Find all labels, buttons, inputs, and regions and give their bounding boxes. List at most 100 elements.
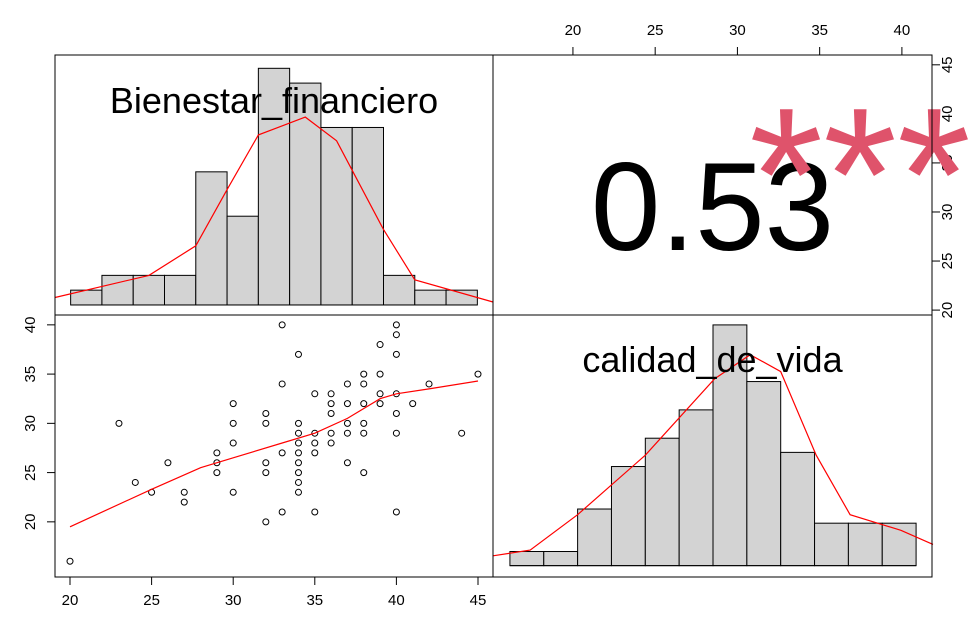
point	[360, 469, 368, 477]
x-tick-label: 40	[894, 22, 911, 39]
point	[458, 429, 466, 437]
point	[360, 419, 368, 427]
point	[311, 429, 319, 437]
point	[311, 439, 319, 447]
point	[425, 380, 433, 388]
point	[327, 439, 335, 447]
histogram-bar	[847, 522, 883, 567]
correlation-value: 0.53	[591, 138, 834, 277]
panel-frame	[492, 314, 933, 578]
x-tick-label: 45	[470, 592, 487, 609]
point	[392, 321, 400, 329]
point	[213, 469, 221, 477]
histogram-bar	[610, 466, 646, 567]
point	[409, 400, 417, 408]
histogram-bar	[445, 289, 478, 306]
point	[278, 449, 286, 457]
significance-stars: ***	[749, 69, 971, 281]
point	[262, 518, 270, 526]
point	[66, 557, 74, 565]
point	[294, 488, 302, 496]
y-tick-label: 25	[22, 464, 39, 481]
point	[376, 400, 384, 408]
variable-name: calidad_de_vida	[582, 339, 843, 380]
x-tick-label: 35	[306, 592, 323, 609]
point	[294, 439, 302, 447]
variable-name: Bienestar_financiero	[110, 80, 438, 121]
histogram-bar	[509, 551, 545, 567]
point	[294, 429, 302, 437]
x-tick-label: 25	[647, 22, 664, 39]
point	[294, 478, 302, 486]
point	[229, 400, 237, 408]
y-tick-label: 20	[939, 302, 956, 319]
point	[360, 400, 368, 408]
histogram-bar	[351, 126, 385, 306]
point	[213, 449, 221, 457]
smooth-fit	[69, 380, 479, 528]
x-tick-label: 30	[729, 22, 746, 39]
histogram-bar	[257, 67, 291, 306]
point	[376, 390, 384, 398]
point	[131, 478, 139, 486]
y-tick-label: 30	[22, 415, 39, 432]
histogram-bar	[164, 274, 197, 306]
point	[360, 370, 368, 378]
histogram-bar	[320, 126, 353, 306]
point	[262, 419, 270, 427]
point	[392, 429, 400, 437]
point	[294, 469, 302, 477]
histogram-bar	[644, 437, 680, 567]
point	[376, 370, 384, 378]
histogram-bar	[543, 551, 579, 567]
point	[262, 469, 270, 477]
histogram-bar	[132, 274, 165, 306]
y-tick-label: 30	[939, 204, 956, 221]
histogram-bar	[577, 508, 612, 567]
y-tick-label: 20	[22, 513, 39, 530]
point	[311, 508, 319, 516]
point	[278, 321, 286, 329]
point	[327, 429, 335, 437]
histogram-bar	[226, 215, 259, 306]
histogram-bar	[678, 409, 714, 567]
point	[278, 508, 286, 516]
x-tick-label: 35	[811, 22, 828, 39]
point	[343, 380, 351, 388]
point	[311, 449, 319, 457]
point	[360, 380, 368, 388]
point	[327, 390, 335, 398]
point	[376, 341, 384, 349]
point	[229, 439, 237, 447]
point	[294, 350, 302, 358]
point	[115, 419, 123, 427]
density-curve	[54, 116, 494, 303]
point	[343, 429, 351, 437]
histogram-bar	[195, 171, 228, 306]
point	[294, 449, 302, 457]
point	[294, 419, 302, 427]
x-tick-label: 30	[225, 592, 242, 609]
point	[343, 459, 351, 467]
point	[180, 498, 188, 506]
x-tick-label: 20	[62, 592, 79, 609]
x-tick-label: 25	[143, 592, 160, 609]
point	[229, 419, 237, 427]
y-tick-label: 35	[939, 155, 956, 172]
y-tick-label: 25	[939, 253, 956, 270]
point	[262, 459, 270, 467]
point	[164, 459, 172, 467]
point	[392, 331, 400, 339]
point	[229, 488, 237, 496]
histogram-bar	[746, 381, 782, 567]
density-curve	[492, 353, 934, 557]
histogram-bar	[414, 289, 447, 306]
y-tick-label: 40	[939, 106, 956, 123]
point	[343, 400, 351, 408]
histogram-bar	[814, 522, 849, 567]
point	[327, 409, 335, 417]
point	[180, 488, 188, 496]
point	[213, 459, 221, 467]
point	[262, 409, 270, 417]
